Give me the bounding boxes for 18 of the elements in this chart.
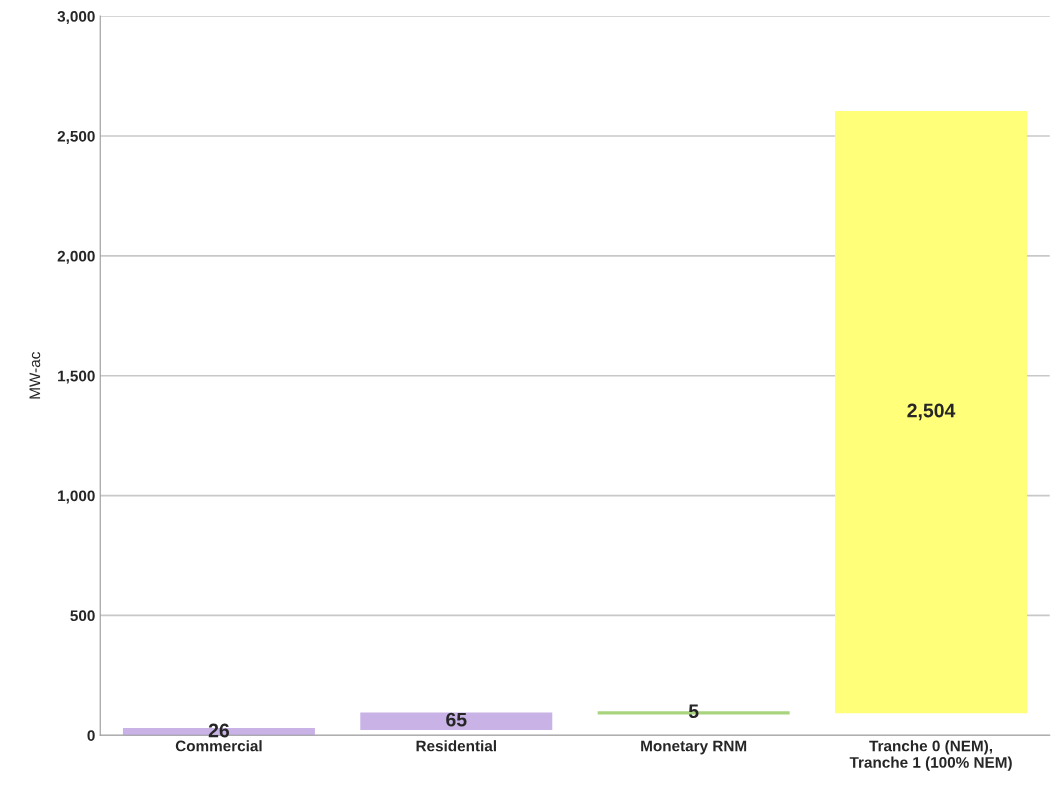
y-tick-label: 0: [87, 730, 95, 741]
data-label: 65: [446, 712, 467, 727]
data-label: 26: [208, 723, 230, 738]
x-tick-label: Commercial: [175, 740, 262, 752]
x-tick-label: Residential: [416, 740, 496, 752]
bar: [360, 712, 553, 731]
bar: [835, 111, 1028, 714]
y-tick-label: 2,000: [57, 250, 95, 264]
data-label: 5: [688, 704, 699, 719]
y-tick-label: 3,000: [57, 11, 95, 25]
x-tick-label: Monetary RNM: [641, 740, 747, 755]
y-axis-title: MW-ac: [29, 352, 41, 399]
y-tick-label: 2,500: [57, 130, 95, 144]
y-tick-label: 500: [70, 610, 95, 622]
x-tick-label: Tranche 0 (NEM), Tranche 1 (100% NEM): [849, 740, 1012, 771]
y-tick-label: 1,500: [58, 370, 95, 384]
data-label: 2,504: [907, 403, 956, 421]
y-tick-label: 1,000: [58, 490, 95, 504]
